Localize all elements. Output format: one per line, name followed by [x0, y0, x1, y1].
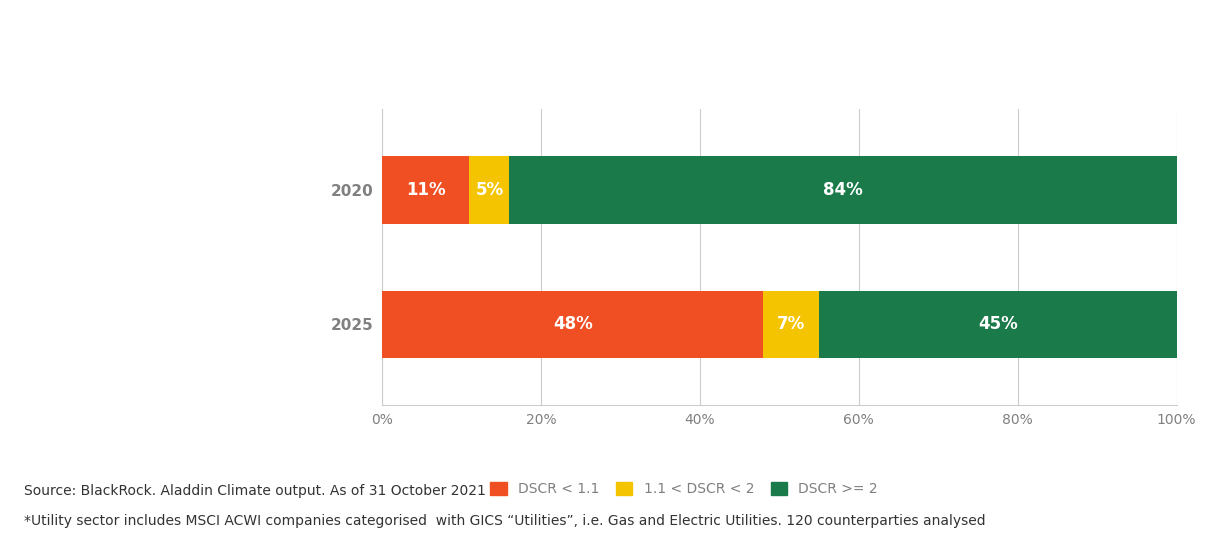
Text: Evolution of utility sector companies portfolio distribution 2020-2025: Evolution of utility sector companies po… — [324, 25, 1089, 44]
Bar — [763, 290, 819, 358]
Bar — [382, 290, 763, 358]
Bar — [382, 156, 469, 224]
Text: 45%: 45% — [978, 315, 1018, 333]
Text: *Utility sector includes MSCI ACWI companies categorised  with GICS “Utilities”,: *Utility sector includes MSCI ACWI compa… — [24, 514, 986, 528]
Text: 5%: 5% — [475, 181, 503, 199]
Text: 84%: 84% — [824, 181, 862, 199]
Text: (NGFS Divergent Net Zero): (NGFS Divergent Net Zero) — [558, 66, 855, 84]
Bar — [509, 156, 1177, 224]
Legend: DSCR < 1.1, 1.1 < DSCR < 2, DSCR >= 2: DSCR < 1.1, 1.1 < DSCR < 2, DSCR >= 2 — [484, 476, 883, 502]
Text: 11%: 11% — [406, 181, 445, 199]
Text: 48%: 48% — [553, 315, 593, 333]
Bar — [819, 290, 1177, 358]
Bar — [469, 156, 509, 224]
Text: Debt
Service
Coverage
ratio: Debt Service Coverage ratio — [141, 256, 229, 336]
Text: Source: BlackRock. Aladdin Climate output. As of 31 October 2021: Source: BlackRock. Aladdin Climate outpu… — [24, 484, 486, 498]
Text: 7%: 7% — [778, 315, 805, 333]
